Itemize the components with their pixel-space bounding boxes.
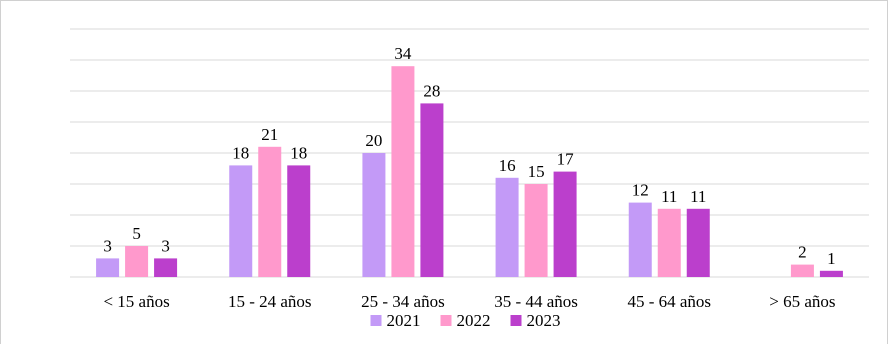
x-tick-label: 45 - 64 años [627, 292, 711, 311]
x-tick-label: > 65 años [769, 292, 835, 311]
data-label: 34 [394, 44, 412, 63]
legend-label: 2022 [457, 311, 491, 330]
data-label: 16 [499, 156, 516, 175]
legend: 2021 2022 2023 [370, 311, 561, 330]
bars [96, 66, 843, 278]
data-label: 28 [423, 81, 440, 100]
data-label: 1 [827, 249, 836, 268]
data-label: 18 [290, 143, 307, 162]
data-label: 20 [365, 131, 382, 150]
bar-2022-4 [657, 208, 681, 277]
data-label: 11 [690, 187, 706, 206]
bar-2023-3 [553, 171, 577, 277]
bar-2021-4 [628, 202, 652, 277]
data-label: 2 [798, 243, 807, 262]
bar-2023-4 [686, 208, 710, 277]
legend-swatch-2022 [440, 315, 452, 326]
x-tick-label: < 15 años [103, 292, 169, 311]
x-tick-label: 15 - 24 años [228, 292, 312, 311]
data-label: 11 [661, 187, 677, 206]
data-label: 3 [161, 236, 170, 255]
data-label: 3 [103, 236, 112, 255]
data-label: 18 [232, 143, 249, 162]
bar-2022-5 [790, 264, 814, 277]
bar-2023-2 [420, 103, 444, 278]
bar-2021-2 [362, 153, 386, 277]
data-label: 21 [261, 125, 278, 144]
data-label: 12 [632, 181, 649, 200]
legend-swatch-2021 [370, 315, 382, 326]
gridlines [70, 28, 869, 278]
data-label: 15 [528, 162, 545, 181]
legend-swatch-2023 [510, 315, 522, 326]
bar-2023-0 [154, 258, 178, 277]
legend-label: 2023 [527, 311, 561, 330]
bar-2022-0 [125, 246, 149, 277]
bar-2022-3 [524, 184, 548, 277]
bar-2021-3 [495, 177, 519, 277]
x-tick-label: 35 - 44 años [494, 292, 578, 311]
bar-2023-1 [287, 165, 311, 277]
x-axis: < 15 años 15 - 24 años 25 - 34 años 35 - 44… [103, 292, 835, 311]
legend-label: 2021 [387, 311, 421, 330]
bar-2021-0 [96, 258, 120, 277]
data-label: 5 [132, 224, 141, 243]
bar-2022-2 [391, 66, 415, 277]
bar-2021-1 [229, 165, 253, 277]
bar-2023-5 [819, 270, 843, 277]
data-label: 17 [557, 150, 575, 169]
x-tick-label: 25 - 34 años [361, 292, 445, 311]
bar-2022-1 [258, 146, 282, 277]
